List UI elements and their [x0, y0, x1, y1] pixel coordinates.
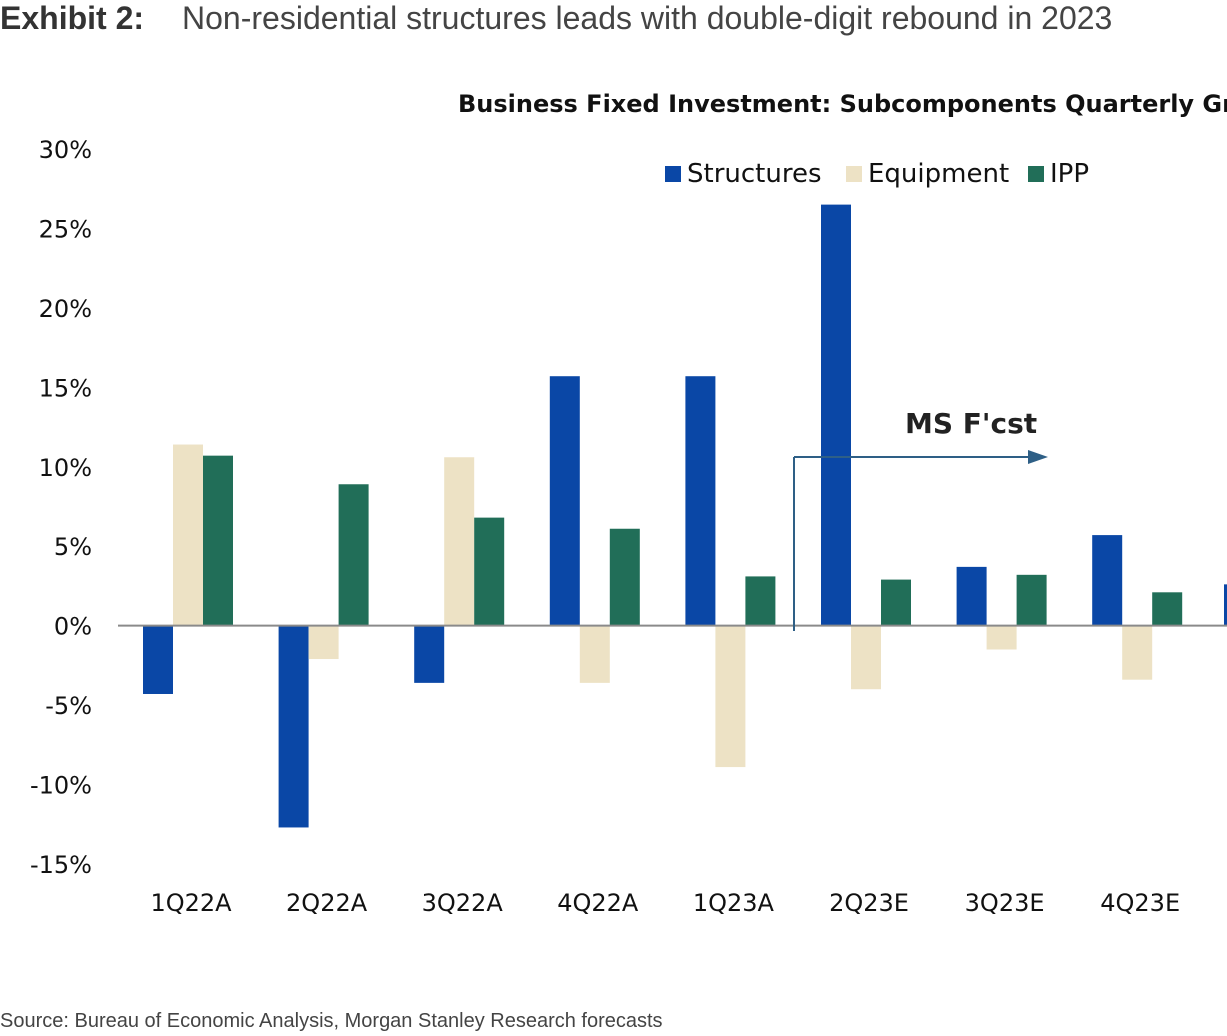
y-tick-label: 30% [39, 136, 92, 164]
bar-equipment-2q22a [308, 625, 339, 660]
x-tick-label: 1Q22A [150, 889, 232, 917]
legend-label-structures: Structures [687, 159, 822, 189]
y-tick-label: -10% [30, 772, 92, 800]
source-note: Source: Bureau of Economic Analysis, Mor… [0, 1010, 663, 1032]
bar-equipment-2q23e [851, 625, 881, 690]
x-tick-label: 4Q22A [557, 889, 639, 917]
bar-equipment-3q23e [986, 625, 1017, 650]
bar-structures-3q22a [414, 625, 445, 683]
bar-ipp-4q22a [609, 528, 640, 626]
y-tick-label: 5% [54, 533, 92, 561]
legend-swatch-equipment [846, 166, 862, 182]
bar-ipp-2q22a [338, 484, 369, 626]
bar-ipp-3q23e [1016, 574, 1047, 626]
legend-swatch-structures [665, 166, 681, 182]
legend-label-ipp: IPP [1050, 159, 1089, 189]
bar-ipp-2q23e [881, 579, 911, 626]
y-tick-label: 20% [39, 295, 92, 323]
legend: Structures Equipment IPP [665, 159, 1089, 189]
bar-structures-cutoff [1224, 584, 1227, 626]
x-tick-label: 2Q22A [286, 889, 368, 917]
y-tick-label: -15% [30, 851, 92, 879]
y-tick-label: 15% [39, 374, 92, 402]
bar-structures-2q23e [821, 204, 851, 626]
y-tick-label: 0% [54, 613, 92, 641]
bar-equipment-1q23a [715, 625, 746, 768]
exhibit-title: Non-residential structures leads with do… [182, 0, 1113, 36]
bar-chart: Business Fixed Investment: Subcomponents… [30, 90, 1227, 917]
bar-equipment-4q22a [579, 625, 610, 683]
x-tick-label: 3Q23E [965, 889, 1045, 917]
bar-ipp-1q23a [745, 576, 776, 626]
bar-structures-4q22a [549, 376, 580, 626]
forecast-arrow-head [1028, 450, 1048, 464]
bars [143, 204, 1227, 828]
exhibit-label: Exhibit 2: [0, 0, 145, 36]
y-tick-label: 25% [39, 215, 92, 243]
chart-title: Business Fixed Investment: Subcomponents… [458, 90, 1227, 118]
y-axis: 30% 25% 20% 15% 10% 5% 0% -5% -10% -15% [30, 136, 92, 879]
bar-structures-4q23e [1092, 535, 1123, 626]
forecast-annotation-label: MS F'cst [905, 407, 1037, 440]
bar-structures-3q23e [956, 566, 987, 626]
bar-equipment-1q22a [173, 444, 203, 626]
y-tick-label: 10% [39, 454, 92, 482]
bar-ipp-3q22a [474, 517, 505, 626]
x-tick-label: 4Q23E [1100, 889, 1180, 917]
y-tick-label: -5% [45, 692, 92, 720]
legend-label-equipment: Equipment [868, 159, 1009, 189]
x-tick-label: 3Q22A [422, 889, 504, 917]
x-axis: 1Q22A 2Q22A 3Q22A 4Q22A 1Q23A 2Q23E 3Q23E 4Q23E [150, 889, 1180, 917]
legend-swatch-ipp [1028, 166, 1044, 182]
x-tick-label: 2Q23E [829, 889, 909, 917]
forecast-annotation: MS F'cst [793, 407, 1048, 631]
bar-ipp-1q22a [203, 455, 233, 626]
exhibit-heading: Exhibit 2: Non-residential structures lea… [0, 0, 1112, 37]
bar-equipment-4q23e [1122, 625, 1153, 680]
bar-structures-1q22a [143, 625, 173, 694]
x-tick-label: 1Q23A [693, 889, 775, 917]
bar-structures-1q23a [685, 376, 716, 626]
bar-equipment-3q22a [444, 457, 475, 626]
bar-ipp-4q23e [1152, 592, 1183, 626]
bar-structures-2q22a [278, 625, 309, 828]
